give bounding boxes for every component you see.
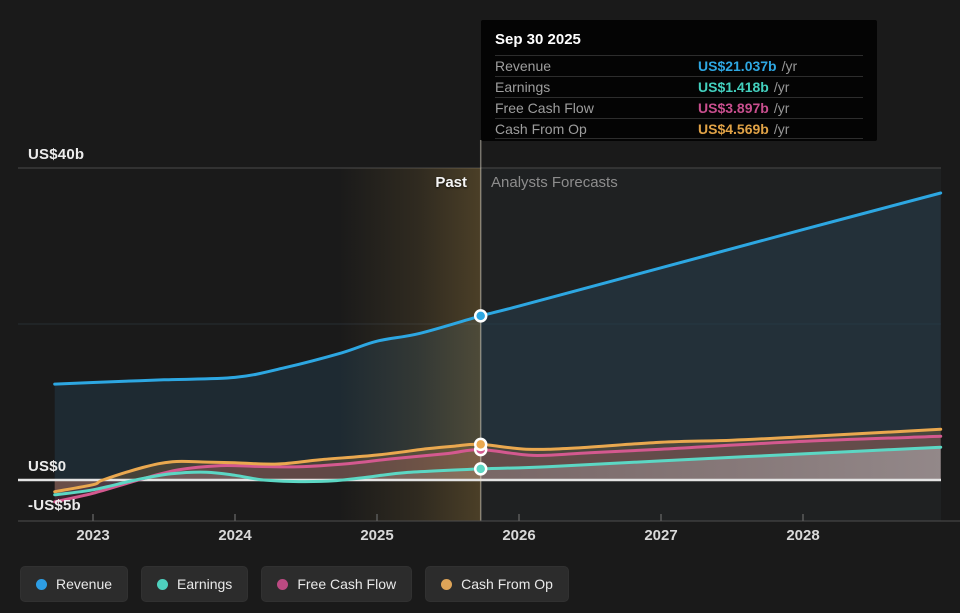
tooltip-row-value: US$21.037b — [698, 58, 777, 74]
tooltip-row-unit: /yr — [773, 120, 790, 137]
legend-dot-icon — [277, 578, 289, 590]
legend-toggle-free-cash-flow[interactable]: Free Cash Flow — [261, 566, 413, 602]
x-tick-label: 2023 — [76, 527, 110, 544]
legend-toggle-cash-from-op[interactable]: Cash From Op — [425, 566, 569, 602]
revenue-line — [53, 191, 943, 386]
revenue-area — [54, 193, 941, 480]
tooltip-row: Free Cash Flow US$3.897b/yr — [495, 97, 863, 118]
legend-toggle-earnings[interactable]: Earnings — [141, 566, 249, 602]
tooltip-row-label: Free Cash Flow — [495, 100, 594, 116]
tooltip-row-unit: /yr — [781, 58, 798, 74]
tooltip-row-unit: /yr — [773, 79, 790, 95]
tooltip-row-unit: /yr — [773, 100, 790, 116]
legend-label: Free Cash Flow — [297, 576, 397, 592]
x-tick-label: 2025 — [360, 527, 394, 544]
chart-tooltip: Sep 30 2025 Revenue US$21.037b/yr Earnings… — [481, 20, 877, 141]
past-highlight — [338, 168, 481, 521]
legend-dot-icon — [36, 578, 47, 590]
tooltip-row: Revenue US$21.037b/yr — [495, 55, 863, 76]
tooltip-row: Cash From Op US$4.569b/yr — [495, 118, 863, 139]
earnings-marker — [473, 462, 488, 476]
tooltip-date: Sep 30 2025 — [495, 31, 581, 48]
tooltip-row-value: US$3.897b — [698, 100, 769, 116]
revenue-marker — [473, 309, 488, 323]
forecast-region-label: Analysts Forecasts — [491, 174, 618, 191]
cash-from-op-line — [53, 427, 943, 494]
cash-from-op-marker — [473, 437, 488, 452]
x-tick-label: 2026 — [502, 527, 536, 544]
earnings-line — [53, 445, 943, 497]
chart-legend: Revenue Earnings Free Cash Flow Cash From O… — [20, 566, 569, 602]
y-tick-label: US$0 — [28, 458, 67, 475]
x-tick-label: 2028 — [786, 527, 820, 544]
tooltip-row-label: Earnings — [495, 79, 551, 95]
tooltip-row-value: US$4.569b — [698, 120, 769, 137]
legend-dot-icon — [157, 578, 169, 590]
tooltip-row: Earnings US$1.418b/yr — [495, 76, 863, 97]
x-tick-label: 2024 — [218, 527, 252, 544]
legend-label: Earnings — [177, 576, 233, 592]
tooltip-row-label: Cash From Op — [495, 120, 587, 137]
legend-toggle-revenue[interactable]: Revenue — [20, 566, 129, 602]
legend-label: Cash From Op — [461, 576, 553, 592]
tooltip-row-value: US$1.418b — [698, 79, 769, 95]
legend-dot-icon — [441, 578, 453, 590]
free-cash-flow-line — [53, 434, 943, 504]
past-region-label: Past — [435, 174, 467, 191]
legend-label: Revenue — [56, 576, 113, 592]
tooltip-row-label: Revenue — [495, 58, 552, 74]
x-tick-label: 2027 — [644, 527, 678, 544]
tooltip-rows: Revenue US$21.037b/yr Earnings US$1.418b/yr… — [495, 55, 863, 139]
y-tick-label: US$40b — [28, 146, 85, 163]
y-tick-label: -US$5b — [28, 497, 81, 514]
